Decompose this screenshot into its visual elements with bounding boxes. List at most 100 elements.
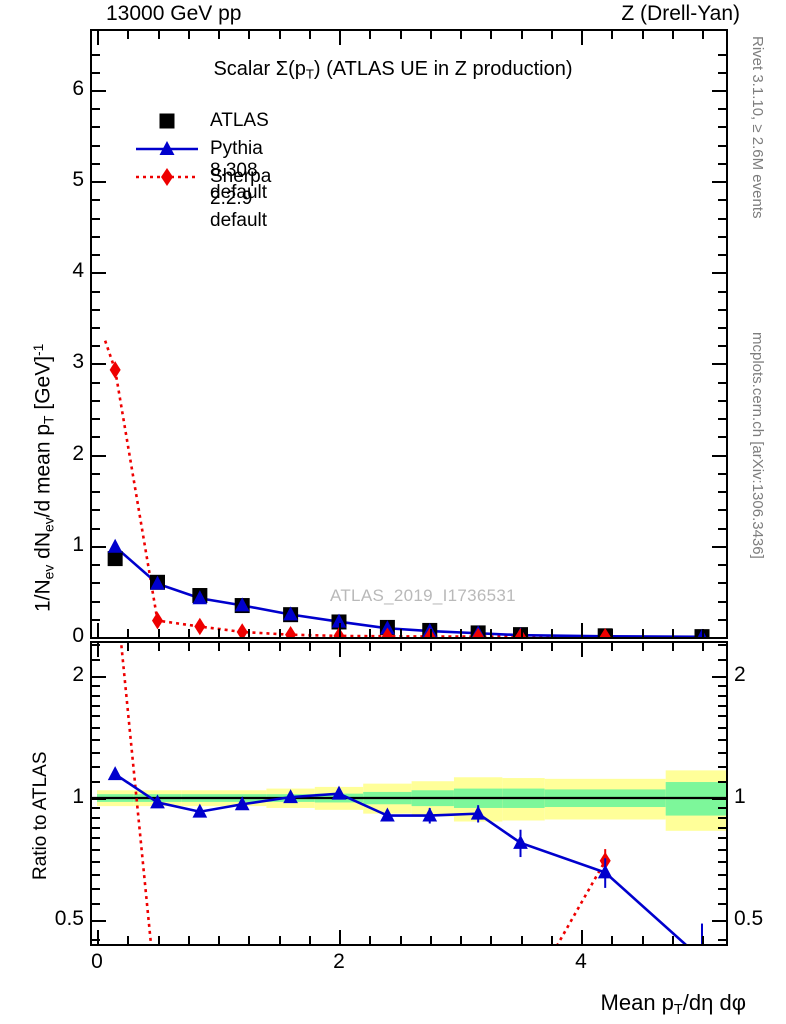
data-point-diamond [381, 627, 393, 637]
header-process-label: Z (Drell-Yan) [621, 2, 740, 25]
axis-tick [718, 659, 726, 661]
axis-tick [92, 888, 100, 890]
axis-tick [718, 582, 726, 584]
axis-tick [279, 31, 281, 39]
axis-tick [92, 659, 100, 661]
axis-tick-label: 1 [734, 785, 746, 808]
axis-tick [158, 643, 160, 651]
legend-marker-diamond-icon [132, 164, 202, 190]
axis-tick [718, 126, 726, 128]
axis-tick [718, 781, 726, 783]
axis-tick [718, 715, 726, 717]
axis-tick-label: 2 [72, 663, 84, 686]
axis-tick [718, 509, 726, 511]
axis-tick [92, 455, 106, 457]
axis-tick-label: 5 [72, 168, 84, 191]
axis-tick [430, 936, 432, 944]
data-point-triangle [331, 785, 347, 800]
axis-tick [92, 798, 106, 800]
analysis-watermark: ATLAS_2019_I1736531 [330, 586, 516, 605]
axis-tick [581, 930, 583, 944]
axis-tick [339, 31, 341, 45]
axis-tick [718, 861, 726, 863]
axis-tick [92, 363, 106, 365]
axis-tick [718, 528, 726, 530]
axis-tick [92, 254, 100, 256]
axis-tick [248, 629, 250, 637]
axis-tick [521, 31, 523, 39]
data-point-diamond [472, 627, 484, 637]
axis-tick [188, 629, 190, 637]
axis-tick [369, 936, 371, 944]
axis-tick [581, 623, 583, 637]
axis-tick [718, 874, 726, 876]
axis-tick [611, 643, 613, 651]
axis-tick [581, 643, 583, 657]
axis-tick [92, 491, 100, 493]
axis-tick [92, 837, 100, 839]
axis-tick [92, 199, 100, 201]
axis-tick-label: 2 [734, 663, 746, 686]
axis-tick [718, 564, 726, 566]
axis-tick [551, 936, 553, 944]
data-point-triangle [597, 864, 613, 879]
axis-tick-label: 1 [72, 533, 84, 556]
legend-item-label: Sherpa 2.2.9 default [210, 166, 272, 231]
axis-tick [309, 643, 311, 651]
x-axis-label: Mean pT/dη dφ [600, 989, 746, 1018]
data-point-diamond [599, 628, 611, 637]
axis-tick [718, 766, 726, 768]
main-plot-canvas [103, 340, 710, 637]
axis-tick-label: 2 [72, 442, 84, 465]
axis-tick [672, 629, 674, 637]
data-point-triangle [107, 766, 123, 781]
axis-tick [92, 291, 100, 293]
axis-tick [92, 436, 100, 438]
axis-tick [92, 619, 100, 621]
axis-tick [188, 936, 190, 944]
axis-tick [97, 930, 99, 944]
data-point-triangle [192, 803, 208, 818]
ratio-plot-canvas [92, 643, 726, 944]
axis-tick [92, 676, 106, 678]
axis-tick [611, 936, 613, 944]
legend-item-label: ATLAS [210, 110, 269, 131]
axis-tick [92, 727, 100, 729]
axis-tick [712, 920, 726, 922]
axis-tick [718, 695, 726, 697]
axis-tick [92, 309, 100, 311]
axis-tick [718, 601, 726, 603]
axis-tick [92, 817, 100, 819]
axis-tick [718, 327, 726, 329]
axis-tick [521, 643, 523, 651]
axis-tick [460, 936, 462, 944]
axis-tick [718, 491, 726, 493]
axis-tick [718, 236, 726, 238]
axis-tick [92, 827, 100, 829]
axis-tick [642, 643, 644, 651]
axis-tick [92, 582, 100, 584]
axis-tick [551, 629, 553, 637]
axis-tick [400, 643, 402, 651]
axis-tick-label: 4 [72, 259, 84, 282]
axis-tick [718, 400, 726, 402]
axis-tick [521, 629, 523, 637]
axis-tick [369, 643, 371, 651]
axis-tick [718, 309, 726, 311]
header-beam-label: 13000 GeV pp [106, 2, 242, 25]
axis-tick [92, 72, 100, 74]
axis-tick [430, 31, 432, 39]
data-point-triangle [283, 606, 298, 621]
axis-tick [339, 930, 341, 944]
axis-tick [309, 31, 311, 39]
axis-tick [672, 31, 674, 39]
axis-tick [92, 685, 100, 687]
axis-tick [309, 936, 311, 944]
axis-tick [718, 827, 726, 829]
axis-tick [718, 473, 726, 475]
axis-tick [92, 874, 100, 876]
axis-tick [127, 936, 129, 944]
axis-tick [279, 629, 281, 637]
axis-tick [581, 31, 583, 45]
axis-tick [92, 546, 106, 548]
